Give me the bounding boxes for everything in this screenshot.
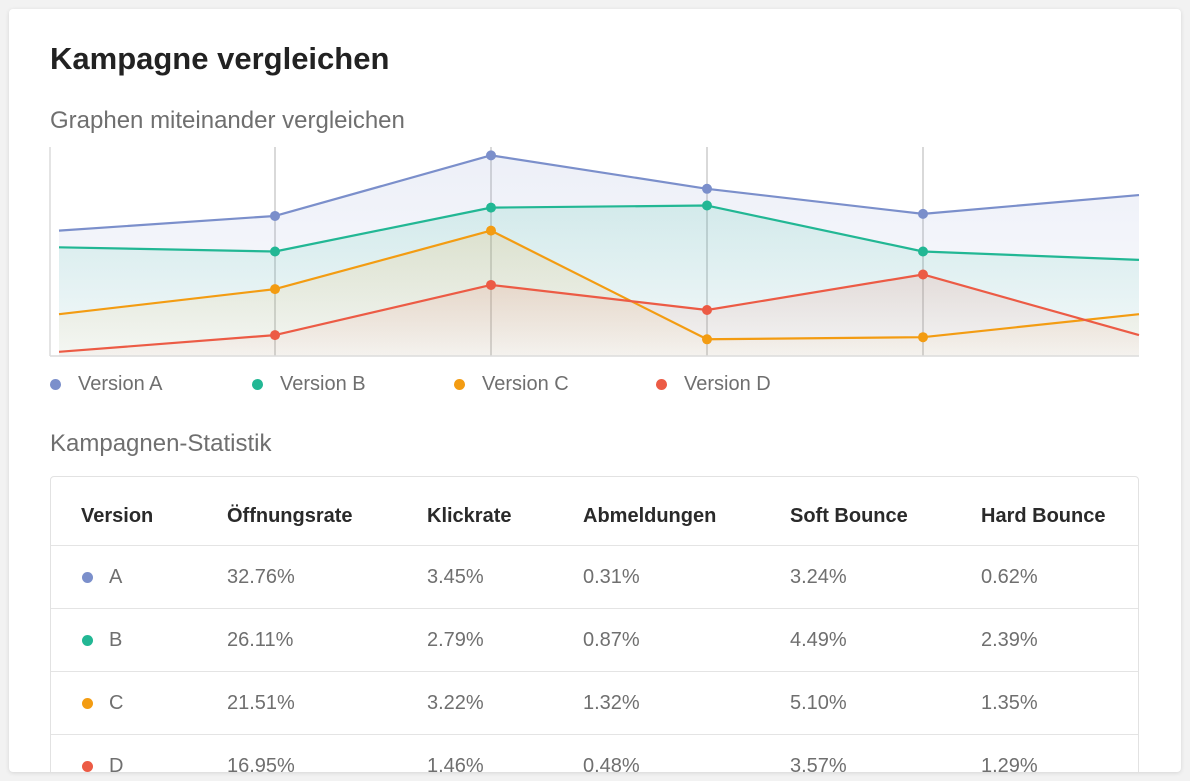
cell-version: D xyxy=(109,755,124,772)
cell-open-rate: 21.51% xyxy=(227,692,295,714)
stats-table: Version Öffnungsrate Klickrate Abmeldung… xyxy=(50,476,1139,772)
table-row[interactable]: C 21.51% 3.22% 1.32% 5.10% 1.35% xyxy=(51,672,1138,735)
column-header-click-rate[interactable]: Klickrate xyxy=(427,505,512,527)
cell-hard-bounce: 1.35% xyxy=(981,692,1038,714)
version-color-dot xyxy=(82,761,93,772)
cell-unsubscribes: 0.87% xyxy=(583,629,640,651)
column-header-soft-bounce[interactable]: Soft Bounce xyxy=(790,505,908,527)
cell-version: B xyxy=(109,629,123,651)
data-point-version-a xyxy=(918,208,928,219)
series-line-version-a xyxy=(58,154,1140,232)
version-color-dot xyxy=(82,572,93,583)
legend-dot-d xyxy=(656,379,667,390)
cell-open-rate: 16.95% xyxy=(227,755,295,772)
data-point-version-c xyxy=(702,334,712,345)
cell-click-rate: 2.79% xyxy=(427,629,484,651)
table-header-row: Version Öffnungsrate Klickrate Abmeldung… xyxy=(51,477,1138,546)
cell-soft-bounce: 3.24% xyxy=(790,566,847,588)
data-point-version-a xyxy=(486,150,496,161)
data-point-version-d xyxy=(702,305,712,316)
cell-click-rate: 1.46% xyxy=(427,755,484,772)
cell-hard-bounce: 2.39% xyxy=(981,629,1038,651)
legend-item-version-d[interactable]: Version D xyxy=(656,373,771,396)
data-point-version-c xyxy=(270,284,280,295)
cell-soft-bounce: 3.57% xyxy=(790,755,847,772)
data-point-version-b xyxy=(486,202,496,213)
legend-item-version-a[interactable]: Version A xyxy=(50,373,163,396)
legend-dot-b xyxy=(252,379,263,390)
cell-version: A xyxy=(109,566,123,588)
campaign-compare-card: Kampagne vergleichen Graphen miteinander… xyxy=(9,9,1181,772)
data-point-version-c xyxy=(486,225,496,236)
comparison-chart xyxy=(49,147,1140,357)
legend-item-version-b[interactable]: Version B xyxy=(252,373,366,396)
series-line-version-b xyxy=(58,204,1140,261)
cell-click-rate: 3.45% xyxy=(427,566,484,588)
legend-item-version-c[interactable]: Version C xyxy=(454,373,569,396)
legend-label: Version A xyxy=(78,373,163,395)
column-header-unsubscribes[interactable]: Abmeldungen xyxy=(583,505,717,527)
data-point-version-d xyxy=(270,330,280,341)
series-line-version-d xyxy=(58,273,1140,353)
data-point-version-b xyxy=(918,246,928,257)
data-point-version-d xyxy=(918,269,928,280)
cell-hard-bounce: 0.62% xyxy=(981,566,1038,588)
legend-label: Version B xyxy=(280,373,366,395)
legend-dot-c xyxy=(454,379,465,390)
page-title: Kampagne vergleichen xyxy=(50,41,390,76)
series-line-version-c xyxy=(58,229,1140,341)
cell-soft-bounce: 5.10% xyxy=(790,692,847,714)
data-point-version-a xyxy=(270,210,280,221)
chart-subtitle: Graphen miteinander vergleichen xyxy=(50,107,405,134)
data-point-version-a xyxy=(702,183,712,194)
column-header-version[interactable]: Version xyxy=(81,505,154,527)
column-header-hard-bounce[interactable]: Hard Bounce xyxy=(981,505,1106,527)
data-point-version-c xyxy=(918,332,928,343)
series-area-version-d xyxy=(59,274,1139,356)
data-point-version-b xyxy=(702,200,712,211)
cell-open-rate: 26.11% xyxy=(227,629,294,651)
data-point-version-d xyxy=(486,279,496,290)
version-color-dot xyxy=(82,698,93,709)
version-color-dot xyxy=(82,635,93,646)
cell-unsubscribes: 1.32% xyxy=(583,692,640,714)
table-row[interactable]: B 26.11% 2.79% 0.87% 4.49% 2.39% xyxy=(51,609,1138,672)
cell-click-rate: 3.22% xyxy=(427,692,484,714)
cell-version: C xyxy=(109,692,124,714)
legend-label: Version C xyxy=(482,373,569,395)
legend-label: Version D xyxy=(684,373,771,395)
column-header-open-rate[interactable]: Öffnungsrate xyxy=(227,505,353,527)
cell-open-rate: 32.76% xyxy=(227,566,295,588)
stats-title: Kampagnen-Statistik xyxy=(50,430,272,457)
cell-unsubscribes: 0.31% xyxy=(583,566,640,588)
cell-hard-bounce: 1.29% xyxy=(981,755,1038,772)
cell-soft-bounce: 4.49% xyxy=(790,629,847,651)
data-point-version-b xyxy=(270,246,280,257)
table-row[interactable]: D 16.95% 1.46% 0.48% 3.57% 1.29% xyxy=(51,735,1138,772)
legend-dot-a xyxy=(50,379,61,390)
table-row[interactable]: A 32.76% 3.45% 0.31% 3.24% 0.62% xyxy=(51,546,1138,609)
cell-unsubscribes: 0.48% xyxy=(583,755,640,772)
